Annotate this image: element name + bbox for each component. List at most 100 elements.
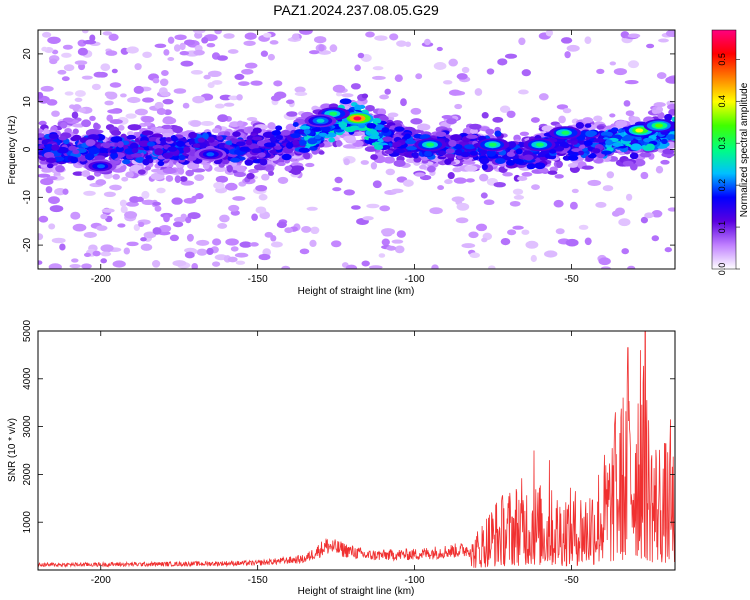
spectral-cell <box>38 233 44 241</box>
spectral-cell <box>201 37 209 44</box>
spectral-cell <box>309 239 317 248</box>
spectral-cell <box>378 253 386 258</box>
spectral-cell <box>299 30 313 35</box>
spectral-cell <box>252 136 263 141</box>
spectral-cell <box>381 228 395 236</box>
x-tick-label: -200 <box>91 274 111 285</box>
spectral-cell <box>271 130 282 136</box>
y-tick-label: 5000 <box>22 319 33 342</box>
spectral-cell <box>565 238 579 247</box>
spectral-cell <box>424 150 432 157</box>
spectral-cell <box>577 150 585 156</box>
spectral-cell <box>161 70 169 76</box>
snr-background <box>38 331 675 570</box>
snr-x-ticks: -200 -150 -100 -50 <box>91 331 579 586</box>
spectral-cell <box>559 141 569 147</box>
spectral-cell <box>453 177 467 184</box>
spectral-cell <box>81 263 92 269</box>
spectral-cell <box>41 31 52 38</box>
spectral-cell <box>350 83 361 90</box>
spectral-cell <box>448 58 458 67</box>
snr-panel: -200 -150 -100 -50 1000 2000 3000 4000 5000 Hei… <box>7 319 676 597</box>
spectral-cell <box>56 146 69 154</box>
spectral-cell <box>227 49 239 54</box>
spectral-cell <box>100 244 114 253</box>
spectral-cell <box>523 154 534 161</box>
spectral-cell <box>386 245 397 251</box>
spectral-cell <box>246 117 258 122</box>
spectral-cell <box>643 137 654 143</box>
spectral-cell <box>109 184 122 191</box>
spectral-cell <box>40 178 54 186</box>
spectral-cell <box>154 148 164 156</box>
spectral-cell <box>469 252 480 259</box>
spectral-cell <box>521 69 531 77</box>
spectral-cell <box>45 186 53 194</box>
spectral-cell <box>576 135 586 141</box>
spectral-cell <box>379 94 389 100</box>
spectral-cell <box>241 68 254 75</box>
spectral-cell <box>403 151 415 158</box>
spectral-cell <box>251 148 262 154</box>
spectral-cell <box>354 104 362 112</box>
spectral-cell <box>100 258 108 264</box>
spectral-cell <box>70 156 79 164</box>
spectral-cell <box>662 148 675 155</box>
spectral-cell <box>189 120 202 127</box>
spectral-cell <box>506 110 516 119</box>
spectral-cell <box>95 179 107 186</box>
spectral-cell <box>518 89 529 95</box>
spectral-cell <box>72 171 85 176</box>
spectral-cell <box>403 134 411 140</box>
spectral-cell <box>191 263 199 269</box>
spectral-cell <box>133 85 144 94</box>
spectral-cell <box>127 124 142 131</box>
x-tick-label: -50 <box>564 274 579 285</box>
spectral-cell <box>48 223 56 230</box>
spectral-cell <box>582 117 594 124</box>
spectral-cell <box>314 36 327 44</box>
snr-y-ticks: 1000 2000 3000 4000 5000 <box>22 319 675 533</box>
spectral-cell <box>547 170 558 175</box>
spectral-cell <box>110 152 119 159</box>
spectral-cell <box>343 189 355 196</box>
spectral-cell <box>651 235 660 242</box>
spectral-cell <box>554 174 564 179</box>
spectral-cell <box>83 190 96 196</box>
spectral-cell <box>394 126 405 132</box>
spectral-cell <box>593 138 605 143</box>
spectral-cell <box>206 152 215 157</box>
spectral-cell <box>136 196 144 202</box>
spectral-cell <box>122 159 131 165</box>
spectral-cell <box>335 139 343 147</box>
spectral-cell <box>353 116 362 121</box>
spectral-cell <box>658 38 669 43</box>
spectral-cell <box>51 49 59 55</box>
spectral-cell <box>486 150 496 157</box>
spectral-cell <box>545 30 554 37</box>
spectral-cell <box>126 46 139 54</box>
spectral-cell <box>433 62 447 70</box>
spectral-cell <box>593 115 603 122</box>
spectral-cell <box>236 120 244 127</box>
spectral-cell <box>234 252 249 258</box>
spectral-cell <box>112 173 120 180</box>
figure-title: PAZ1.2024.237.08.05.G29 <box>273 2 439 18</box>
spectral-cell <box>182 102 190 109</box>
y-tick-label: 0 <box>22 146 33 152</box>
spectral-cell <box>121 176 129 182</box>
spectral-cell <box>571 188 579 194</box>
spectral-cell <box>555 228 565 235</box>
spectral-cell <box>64 127 72 134</box>
spectral-cell <box>156 187 166 194</box>
spectral-cell <box>384 88 391 95</box>
spectral-cell <box>226 164 233 173</box>
spectral-cell <box>78 155 87 162</box>
spectral-cell <box>179 176 188 182</box>
spectral-cell <box>509 200 521 207</box>
spectral-cell <box>154 205 162 212</box>
spectral-cell <box>479 173 489 182</box>
spectral-cell <box>169 234 180 242</box>
spectral-cell <box>538 93 549 101</box>
